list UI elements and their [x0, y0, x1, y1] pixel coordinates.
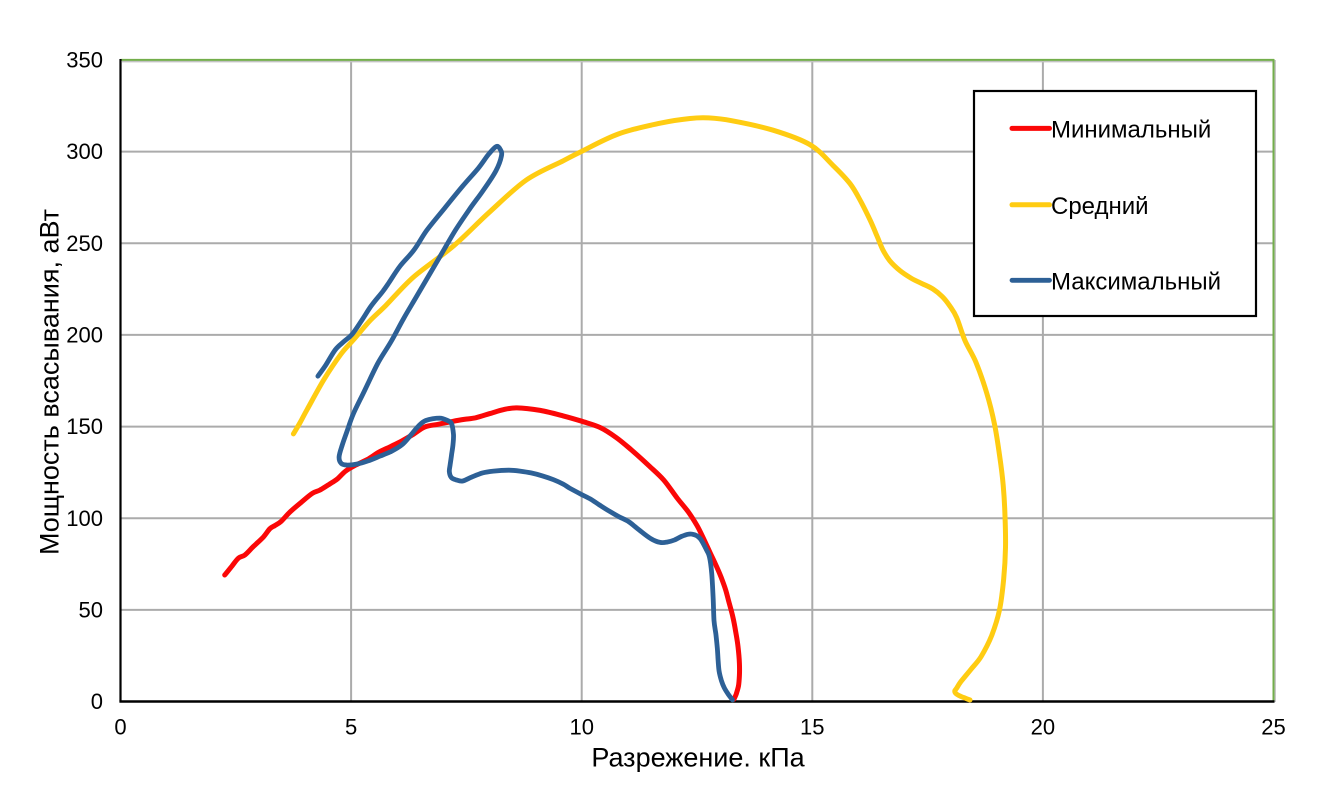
svg-text:300: 300 — [66, 139, 103, 164]
svg-text:15: 15 — [800, 714, 824, 739]
svg-text:0: 0 — [114, 714, 126, 739]
svg-text:20: 20 — [1031, 714, 1055, 739]
svg-text:25: 25 — [1261, 714, 1285, 739]
svg-text:Максимальный: Максимальный — [1051, 269, 1221, 296]
svg-text:350: 350 — [66, 48, 103, 73]
svg-text:100: 100 — [66, 506, 103, 531]
svg-text:200: 200 — [66, 323, 103, 348]
svg-text:10: 10 — [569, 714, 593, 739]
svg-text:Средний: Средний — [1051, 193, 1149, 220]
svg-text:0: 0 — [91, 689, 103, 714]
svg-text:Мощность всасывания, аВт: Мощность всасывания, аВт — [35, 209, 65, 555]
svg-text:Минимальный: Минимальный — [1051, 117, 1211, 144]
svg-text:150: 150 — [66, 414, 103, 439]
svg-text:250: 250 — [66, 231, 103, 256]
svg-text:5: 5 — [345, 714, 357, 739]
svg-text:Разрежение. кПа: Разрежение. кПа — [591, 743, 805, 773]
svg-text:50: 50 — [79, 597, 103, 622]
